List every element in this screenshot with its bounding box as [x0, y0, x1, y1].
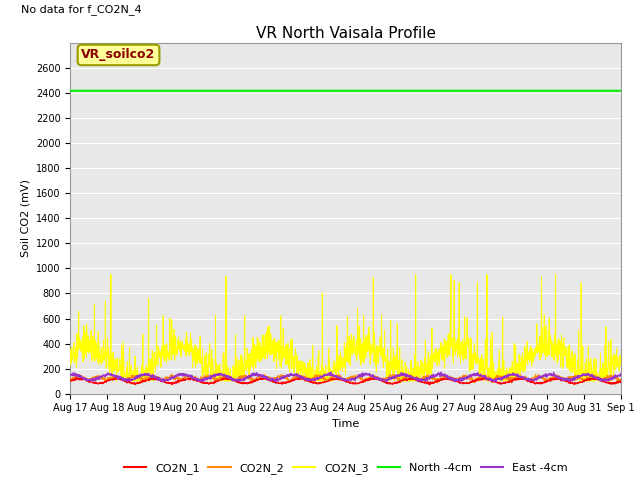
X-axis label: Time: Time: [332, 419, 359, 429]
Text: No data for f_CO2N_4: No data for f_CO2N_4: [21, 4, 141, 15]
Y-axis label: Soil CO2 (mV): Soil CO2 (mV): [20, 180, 30, 257]
Text: VR_soilco2: VR_soilco2: [81, 48, 156, 61]
Legend: CO2N_1, CO2N_2, CO2N_3, North -4cm, East -4cm: CO2N_1, CO2N_2, CO2N_3, North -4cm, East…: [119, 459, 572, 479]
Title: VR North Vaisala Profile: VR North Vaisala Profile: [255, 25, 436, 41]
